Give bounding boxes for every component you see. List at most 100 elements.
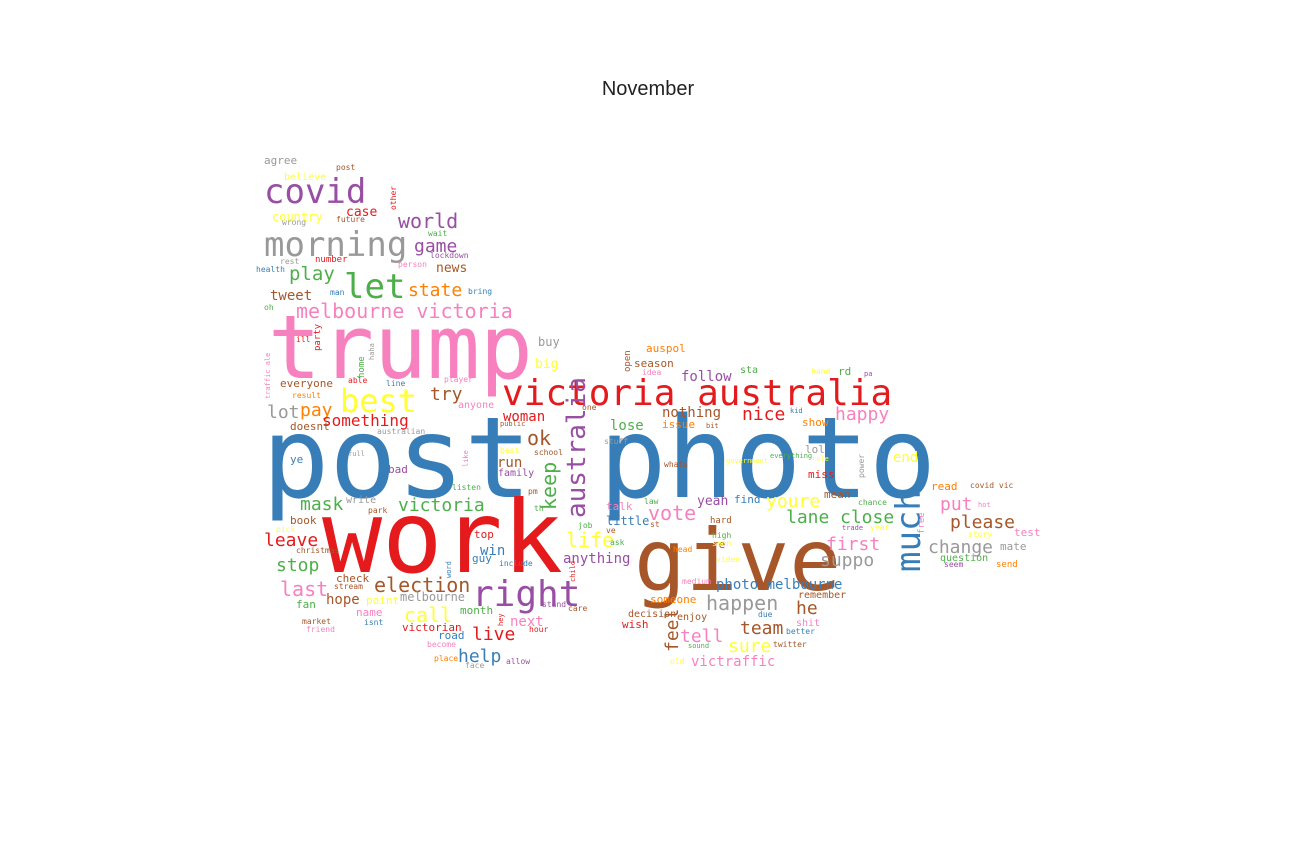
cloud-word: news — [436, 261, 467, 276]
cloud-word: covid — [264, 172, 366, 212]
cloud-word: government — [726, 457, 768, 465]
cloud-word: idea — [642, 368, 661, 377]
cloud-word: wrong — [282, 218, 306, 227]
cloud-word: election — [374, 573, 470, 597]
cloud-word: decision — [628, 609, 676, 620]
cloud-word: allow — [506, 657, 530, 666]
cloud-word: isnt — [364, 618, 383, 627]
cloud-word: follow — [681, 369, 732, 385]
cloud-word: law — [644, 497, 659, 506]
cloud-word: talk — [606, 500, 633, 513]
cloud-word: give — [634, 511, 841, 611]
cloud-word: case — [346, 205, 377, 220]
cloud-word: fan — [296, 598, 316, 611]
cloud-word: please — [950, 512, 1015, 533]
cloud-word: video — [716, 555, 740, 564]
cloud-word: stand — [542, 600, 566, 609]
cloud-word: child — [569, 561, 577, 582]
cloud-word: put — [940, 494, 973, 515]
cloud-word: covid vic — [970, 481, 1014, 490]
cloud-word: man — [330, 288, 345, 297]
cloud-word: trade — [842, 524, 863, 532]
cloud-word: feel — [662, 609, 683, 652]
cloud-word: auspol — [646, 342, 686, 355]
cloud-word: player — [444, 375, 473, 384]
cloud-word: ill — [296, 335, 311, 344]
cloud-word: australia — [562, 377, 592, 518]
cloud-word: mask — [300, 494, 344, 515]
cloud-word: happen — [706, 591, 778, 615]
cloud-word: enjoy — [677, 612, 707, 623]
cloud-word: care — [568, 604, 587, 613]
cloud-word: australian — [377, 427, 425, 436]
cloud-word: th — [534, 504, 544, 513]
cloud-word: best — [500, 446, 519, 455]
cloud-word: first — [826, 534, 880, 555]
cloud-word: big — [535, 357, 558, 372]
cloud-word: sure — [728, 636, 771, 657]
cloud-word: run — [497, 455, 522, 471]
cloud-word: keep — [537, 462, 561, 510]
cloud-word: hey — [497, 613, 505, 626]
cloud-word: point — [366, 594, 399, 607]
cloud-word: anything — [563, 551, 630, 567]
cloud-word: victorian — [402, 621, 462, 634]
cloud-word: pa — [864, 370, 872, 378]
cloud-word: question — [940, 553, 988, 564]
cloud-word: lane — [786, 507, 829, 528]
cloud-word: bad — [388, 463, 408, 476]
cloud-word: christmas — [296, 546, 340, 555]
cloud-word: victoria australia — [502, 373, 892, 414]
cloud-word: park — [368, 506, 387, 515]
cloud-word: become — [427, 640, 456, 649]
cloud-word: win — [480, 543, 505, 559]
cloud-word: anyone — [458, 400, 494, 411]
cloud-word: open — [623, 350, 633, 372]
cloud-word: life — [566, 528, 614, 552]
cloud-word: next — [510, 614, 544, 630]
cloud-word: end — [893, 450, 918, 466]
cloud-word: lockdown — [430, 251, 469, 260]
cloud-word: sta — [740, 365, 758, 376]
cloud-word: wait — [428, 229, 447, 238]
cloud-word: full — [348, 450, 365, 458]
cloud-word: pay — [300, 400, 333, 421]
cloud-word: line — [386, 379, 405, 388]
cloud-word: able — [348, 376, 367, 385]
cloud-word: number — [315, 255, 348, 265]
cloud-word: someone — [650, 593, 696, 606]
cloud-word: everything — [770, 452, 812, 460]
cloud-word: high — [712, 531, 731, 540]
cloud-word: show — [802, 416, 829, 429]
cloud-word: bring — [468, 287, 492, 296]
cloud-word: wish — [622, 618, 649, 631]
cloud-word: trump — [268, 296, 533, 399]
cloud-word: traffic ale — [264, 353, 272, 399]
cloud-word: victraffic — [691, 654, 775, 670]
cloud-word: result — [292, 391, 321, 400]
cloud-word: little — [606, 514, 649, 528]
cloud-word: agree — [264, 154, 297, 167]
cloud-word: live — [472, 624, 515, 645]
cloud-word: job — [578, 521, 593, 530]
cloud-word: team — [740, 618, 783, 639]
cloud-word: seem — [944, 560, 963, 569]
cloud-word: help — [458, 646, 501, 667]
cloud-word: month — [460, 604, 493, 617]
cloud-word: year — [870, 523, 889, 532]
cloud-word: close — [840, 507, 894, 528]
cloud-word: miss — [808, 468, 835, 481]
cloud-word: let — [344, 267, 405, 307]
cloud-word: chance — [858, 498, 887, 507]
cloud-word: soon — [712, 539, 731, 548]
cloud-word: call — [404, 603, 452, 627]
cloud-word: health — [256, 265, 285, 274]
cloud-word: ve — [606, 526, 616, 535]
cloud-word: rule — [812, 455, 829, 463]
cloud-word: season — [634, 357, 674, 370]
cloud-word: everyone — [280, 377, 333, 390]
cloud-word: melbourne victoria — [296, 299, 513, 323]
cloud-word: party — [313, 323, 323, 351]
cloud-word: much — [889, 490, 929, 572]
cloud-word: bit — [706, 422, 719, 430]
